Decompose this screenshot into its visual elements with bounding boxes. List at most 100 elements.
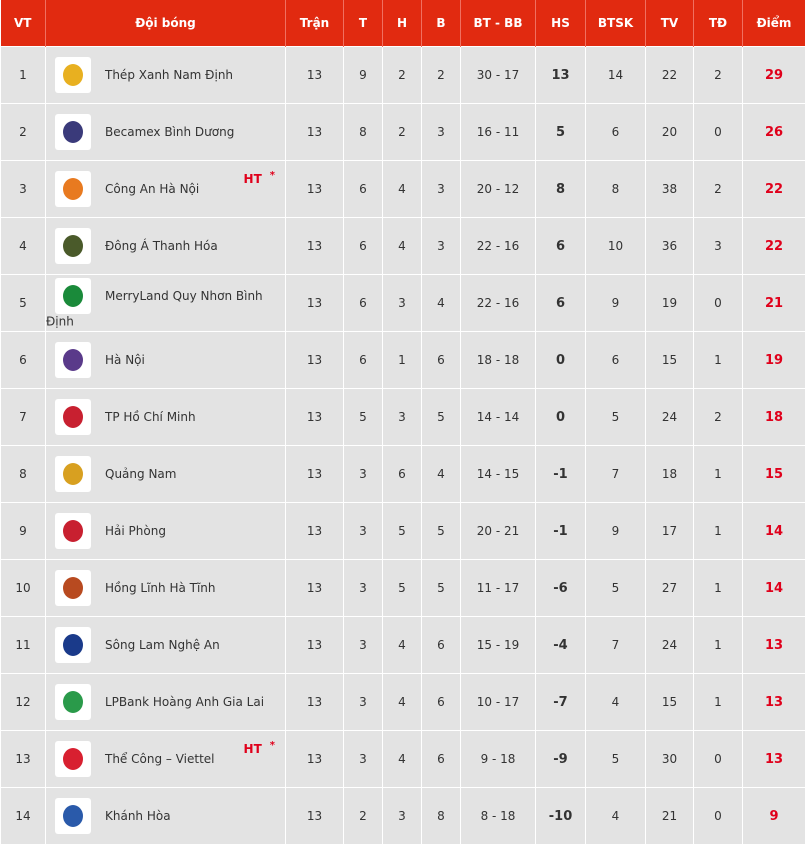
team-logo-icon: [55, 171, 91, 207]
cell-tran: 13: [286, 275, 344, 332]
cell-hs: -7: [536, 674, 586, 731]
column-header: VT: [1, 0, 46, 47]
cell-hs: 8: [536, 161, 586, 218]
team-name[interactable]: Hải Phòng: [105, 524, 166, 538]
cell-btbb: 22 - 16: [461, 218, 536, 275]
team-name[interactable]: TP Hồ Chí Minh: [105, 410, 196, 424]
cell-td: 1: [694, 446, 743, 503]
cell-tv: 19: [646, 275, 694, 332]
cell-td: 1: [694, 503, 743, 560]
cell-btbb: 10 - 17: [461, 674, 536, 731]
column-header: BTSK: [586, 0, 646, 47]
cell-vt: 2: [1, 104, 46, 161]
team-name[interactable]: Công An Hà Nội: [105, 182, 199, 196]
cell-t: 3: [344, 446, 383, 503]
ht-badge: HT *: [244, 170, 275, 186]
cell-t: 2: [344, 788, 383, 845]
cell-h: 4: [383, 617, 422, 674]
team-cell: Hồng Lĩnh Hà Tĩnh: [46, 560, 286, 617]
cell-tran: 13: [286, 503, 344, 560]
cell-pts: 13: [743, 674, 805, 731]
ht-label: HT: [244, 172, 262, 186]
cell-tv: 17: [646, 503, 694, 560]
cell-b: 8: [422, 788, 461, 845]
cell-vt: 12: [1, 674, 46, 731]
cell-b: 5: [422, 503, 461, 560]
team-logo-icon: [55, 741, 91, 777]
cell-hs: 0: [536, 332, 586, 389]
team-name[interactable]: Khánh Hòa: [105, 809, 171, 823]
cell-tran: 13: [286, 788, 344, 845]
team-logo-icon: [55, 627, 91, 663]
cell-td: 0: [694, 788, 743, 845]
team-name[interactable]: Hồng Lĩnh Hà Tĩnh: [105, 581, 216, 595]
column-header: Đội bóng: [46, 0, 286, 47]
team-cell: Thể Công – Viettel HT*: [46, 731, 286, 788]
cell-hs: 6: [536, 275, 586, 332]
cell-vt: 1: [1, 47, 46, 104]
team-logo-icon: [55, 278, 91, 314]
cell-tv: 24: [646, 617, 694, 674]
cell-t: 6: [344, 332, 383, 389]
team-cell: Công An Hà Nội HT *: [46, 161, 286, 218]
cell-tran: 13: [286, 389, 344, 446]
team-logo-icon: [55, 684, 91, 720]
cell-tv: 27: [646, 560, 694, 617]
cell-h: 6: [383, 446, 422, 503]
cell-vt: 14: [1, 788, 46, 845]
team-name[interactable]: Becamex Bình Dương: [105, 125, 234, 139]
cell-t: 3: [344, 560, 383, 617]
cell-h: 4: [383, 731, 422, 788]
cell-btbb: 20 - 12: [461, 161, 536, 218]
cell-t: 6: [344, 218, 383, 275]
team-name[interactable]: Thể Công – Viettel: [105, 752, 215, 766]
cell-btsk: 10: [586, 218, 646, 275]
cell-hs: 5: [536, 104, 586, 161]
cell-tv: 21: [646, 788, 694, 845]
cell-b: 6: [422, 617, 461, 674]
team-name[interactable]: Sông Lam Nghệ An: [105, 638, 220, 652]
ht-badge: HT*: [244, 740, 275, 756]
cell-hs: 6: [536, 218, 586, 275]
column-header: Điểm: [743, 0, 805, 47]
cell-h: 3: [383, 389, 422, 446]
cell-pts: 14: [743, 503, 805, 560]
cell-tran: 13: [286, 674, 344, 731]
cell-h: 4: [383, 218, 422, 275]
cell-td: 0: [694, 104, 743, 161]
cell-pts: 18: [743, 389, 805, 446]
cell-vt: 8: [1, 446, 46, 503]
team-name[interactable]: LPBank Hoàng Anh Gia Lai: [105, 695, 264, 709]
team-cell: LPBank Hoàng Anh Gia Lai: [46, 674, 286, 731]
cell-tran: 13: [286, 47, 344, 104]
team-name[interactable]: Quảng Nam: [105, 467, 176, 481]
star-mark: *: [270, 170, 275, 181]
cell-b: 6: [422, 731, 461, 788]
cell-td: 1: [694, 617, 743, 674]
team-name[interactable]: Hà Nội: [105, 353, 145, 367]
team-name[interactable]: Đông Á Thanh Hóa: [105, 239, 218, 253]
team-cell: Đông Á Thanh Hóa: [46, 218, 286, 275]
column-header: B: [422, 0, 461, 47]
cell-b: 3: [422, 104, 461, 161]
cell-btsk: 9: [586, 275, 646, 332]
cell-pts: 22: [743, 218, 805, 275]
cell-h: 3: [383, 788, 422, 845]
cell-hs: -4: [536, 617, 586, 674]
team-name[interactable]: Thép Xanh Nam Định: [105, 68, 233, 82]
team-cell: MerryLand Quy Nhơn Bình Định: [46, 275, 286, 332]
